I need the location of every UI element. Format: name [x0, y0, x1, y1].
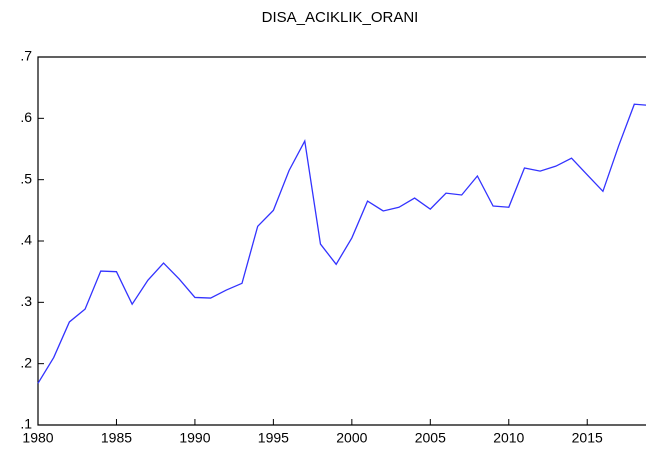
x-tick-label: 1995 — [258, 430, 289, 446]
y-tick-label: .2 — [20, 354, 32, 370]
series-line — [37, 103, 646, 384]
x-tick-label: 1990 — [179, 430, 210, 446]
x-tick-label: 1980 — [22, 430, 53, 446]
y-tick-label: .5 — [20, 170, 32, 186]
y-tick-label: .4 — [20, 232, 32, 248]
y-tick-label: .3 — [20, 293, 32, 309]
chart-title: DISA_ACIKLIK_ORANI — [262, 9, 419, 26]
y-tick-label: .1 — [20, 416, 32, 432]
plot-frame — [37, 56, 646, 426]
y-tick-label: .6 — [20, 109, 32, 125]
y-tick-label: .7 — [20, 48, 32, 64]
x-tick-label: 2010 — [493, 430, 524, 446]
x-tick-label: 1985 — [101, 430, 132, 446]
x-tick-label: 2015 — [572, 430, 603, 446]
x-tick-label: 2000 — [336, 430, 367, 446]
x-tick-label: 2005 — [415, 430, 446, 446]
